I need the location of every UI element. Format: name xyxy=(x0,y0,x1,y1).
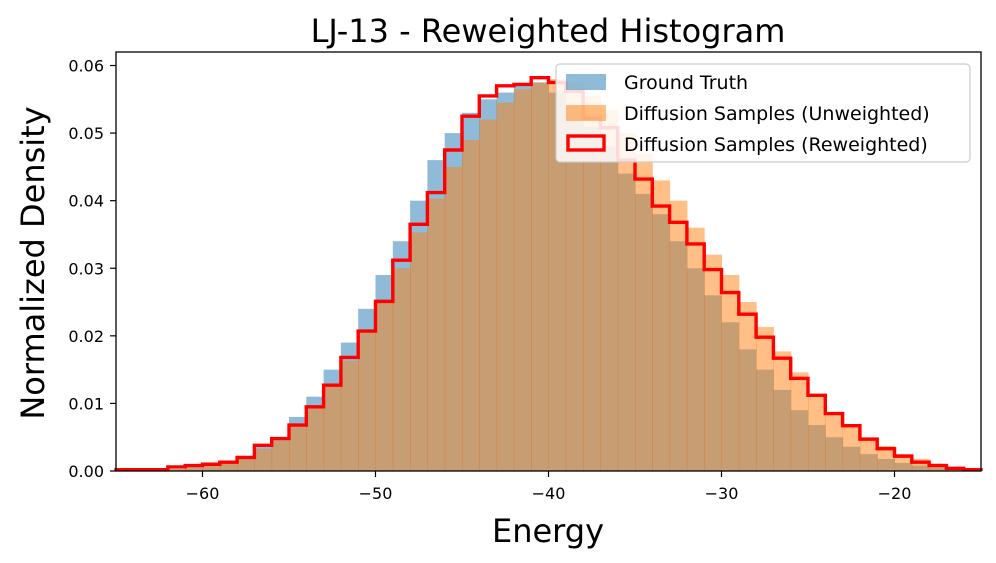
unweighted-bar xyxy=(721,275,740,471)
y-axis-title: Normalized Density xyxy=(14,106,52,419)
unweighted-bar xyxy=(877,445,895,471)
unweighted-bar xyxy=(410,232,428,471)
x-axis-title: Energy xyxy=(492,512,604,550)
x-tick-label: −60 xyxy=(186,484,220,503)
legend-swatch-reweighted xyxy=(566,134,606,152)
x-axis-ticks: −60 −50 −40 −30 −20 xyxy=(186,471,912,503)
unweighted-bar xyxy=(271,440,290,471)
legend-swatch-unweighted xyxy=(566,105,606,121)
unweighted-bar xyxy=(427,198,446,471)
unweighted-bar xyxy=(462,139,480,471)
y-tick-label: 0.03 xyxy=(68,259,104,278)
unweighted-bar xyxy=(392,268,411,471)
legend-label-unweighted: Diffusion Samples (Unweighted) xyxy=(624,103,930,125)
unweighted-bar xyxy=(565,82,584,472)
legend: Ground Truth Diffusion Samples (Unweight… xyxy=(555,63,971,163)
unweighted-bar xyxy=(686,227,705,471)
unweighted-bar xyxy=(496,102,515,471)
unweighted-bar xyxy=(842,425,861,471)
unweighted-bar xyxy=(756,327,774,471)
unweighted-bar xyxy=(306,408,325,471)
unweighted-bar xyxy=(202,464,221,471)
unweighted-bar xyxy=(323,384,342,471)
unweighted-bar xyxy=(375,300,394,471)
unweighted-bar xyxy=(531,82,549,472)
unweighted-bar xyxy=(289,425,307,471)
unweighted-bar xyxy=(548,79,567,471)
legend-label-ground-truth: Ground Truth xyxy=(624,72,748,94)
unweighted-bar xyxy=(340,360,359,471)
y-tick-label: 0.06 xyxy=(68,57,104,76)
legend-frame xyxy=(555,63,971,163)
unweighted-bar xyxy=(669,200,688,471)
y-axis-ticks: 0.00 0.01 0.02 0.03 0.04 0.05 0.06 xyxy=(68,57,116,481)
unweighted-bar xyxy=(583,95,601,471)
unweighted-bar xyxy=(859,437,878,471)
unweighted-bar xyxy=(600,109,619,472)
x-tick-label: −50 xyxy=(359,484,393,503)
unweighted-bar xyxy=(219,463,238,471)
legend-label-reweighted: Diffusion Samples (Reweighted) xyxy=(624,134,928,156)
unweighted-bar xyxy=(237,457,255,471)
unweighted-bar xyxy=(617,133,636,471)
unweighted-bar xyxy=(185,467,203,471)
unweighted-bar xyxy=(444,166,463,472)
x-tick-label: −30 xyxy=(705,484,739,503)
unweighted-bar xyxy=(790,372,809,471)
unweighted-bar xyxy=(704,254,722,471)
unweighted-bar xyxy=(652,180,671,471)
y-tick-label: 0.01 xyxy=(68,394,104,413)
unweighted-bars xyxy=(167,79,982,472)
y-tick-label: 0.00 xyxy=(68,462,104,481)
legend-swatch-ground-truth xyxy=(566,74,606,90)
unweighted-bar xyxy=(254,448,273,471)
y-tick-label: 0.05 xyxy=(68,124,104,143)
unweighted-bar xyxy=(167,468,186,471)
unweighted-bar xyxy=(825,412,844,471)
chart-title: LJ-13 - Reweighted Histogram xyxy=(311,12,786,50)
unweighted-bar xyxy=(738,302,757,471)
unweighted-bar xyxy=(635,153,653,471)
x-tick-label: −40 xyxy=(532,484,566,503)
unweighted-bar xyxy=(358,331,376,471)
unweighted-bar xyxy=(513,89,532,471)
unweighted-bar xyxy=(894,454,913,471)
y-tick-label: 0.02 xyxy=(68,327,104,346)
unweighted-bar xyxy=(808,393,826,471)
x-tick-label: −20 xyxy=(878,484,912,503)
unweighted-bar xyxy=(479,119,498,472)
y-tick-label: 0.04 xyxy=(68,192,104,211)
unweighted-bar xyxy=(773,351,792,471)
